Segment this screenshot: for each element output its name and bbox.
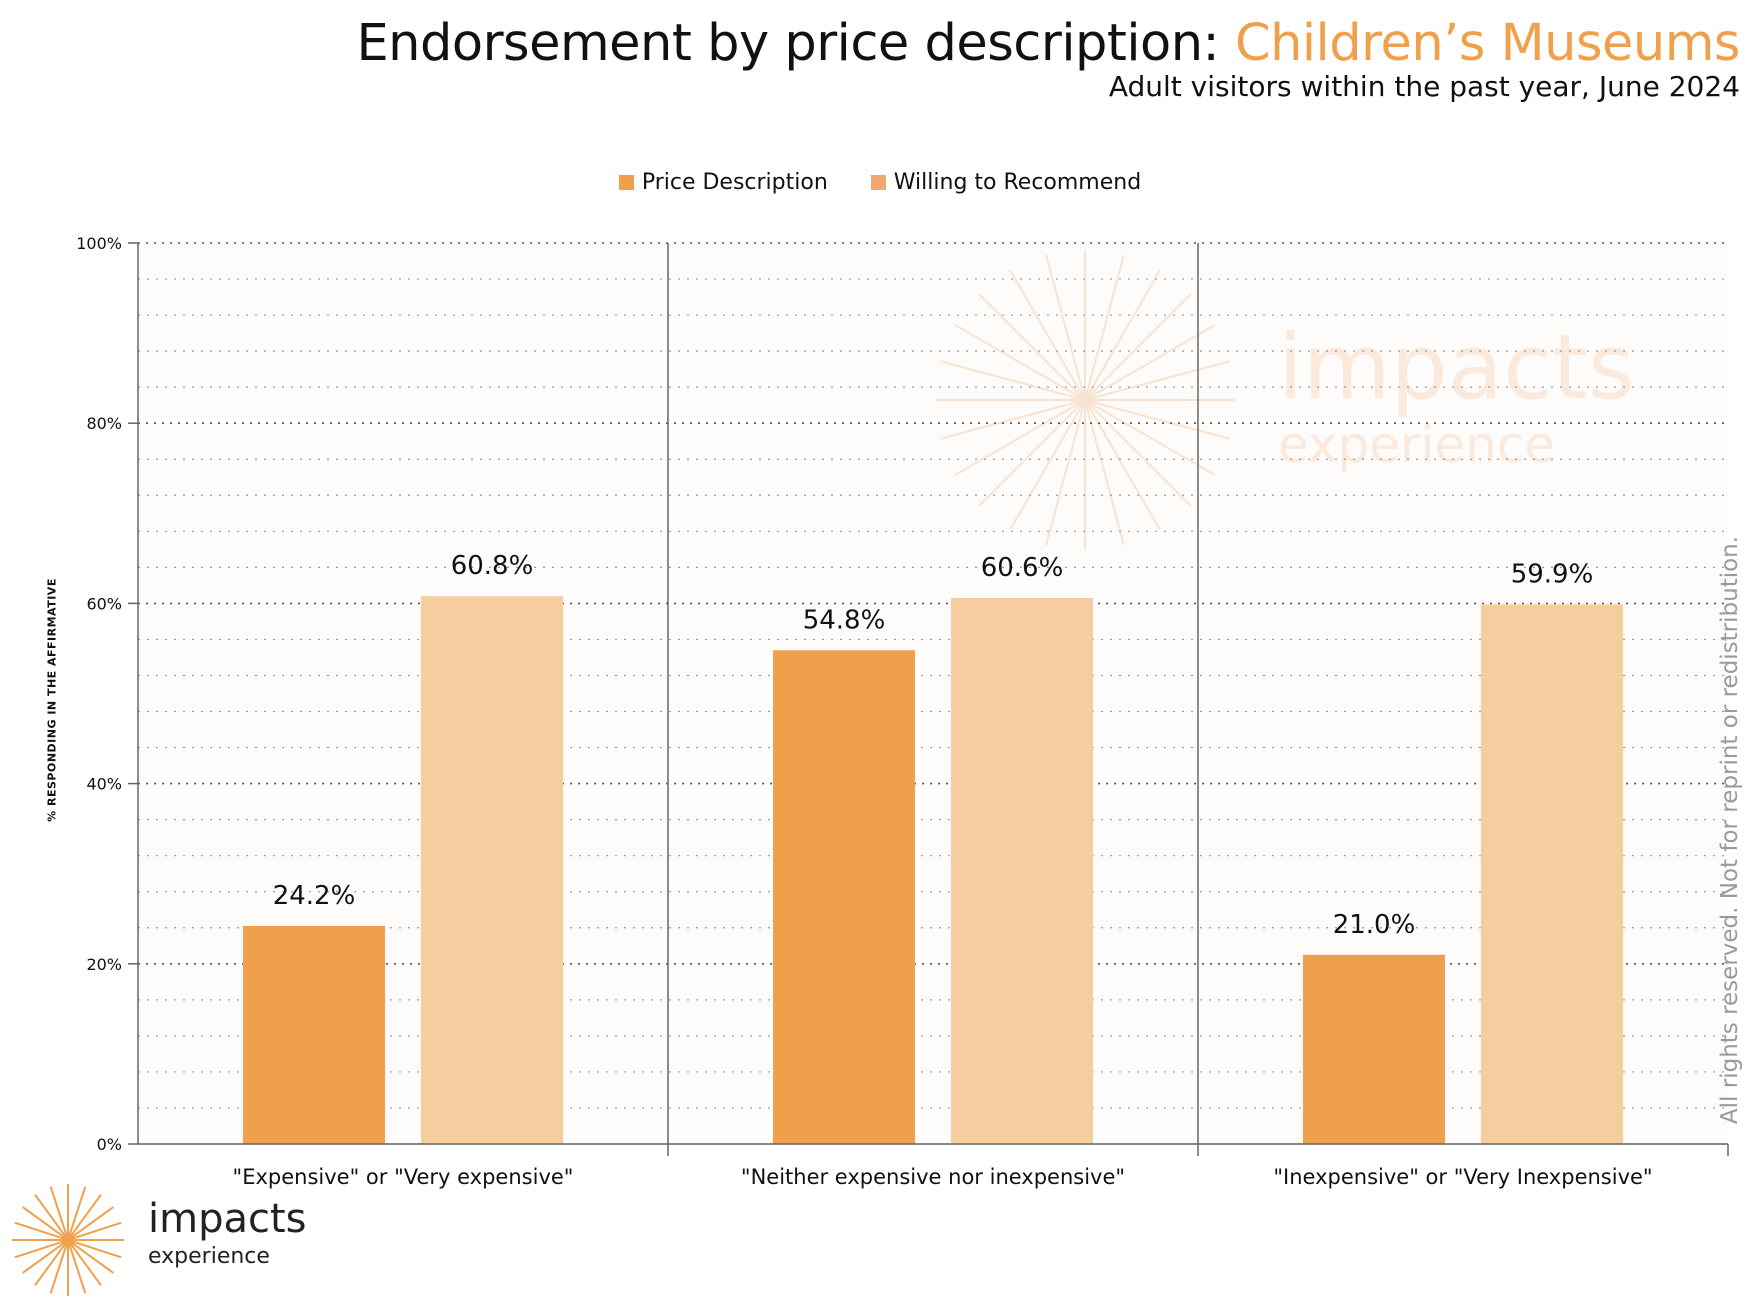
data-label: 60.8% bbox=[451, 551, 534, 581]
y-tick-label: 20% bbox=[86, 955, 122, 974]
axes: 0% 20% 40% 60% 80% 100% "Expensive" or "Very e… bbox=[76, 234, 1729, 1189]
x-tick-label: "Expensive" or "Very expensive" bbox=[233, 1165, 574, 1189]
rights-notice: All rights reserved. Not for reprint or … bbox=[1717, 535, 1743, 1125]
bar-price-description bbox=[243, 925, 385, 1144]
data-label: 59.9% bbox=[1511, 559, 1594, 589]
x-tick-label: "Inexpensive" or "Very Inexpensive" bbox=[1273, 1165, 1652, 1189]
y-tick-label: 40% bbox=[86, 775, 122, 794]
x-tick-label: "Neither expensive nor inexpensive" bbox=[741, 1165, 1125, 1189]
chart-title: Endorsement by price description: Childr… bbox=[356, 14, 1740, 73]
legend-swatch-recommend bbox=[870, 175, 886, 190]
bars: 24.2% 60.8% 54.8% 60.6% 21.0% 59.9% bbox=[243, 551, 1623, 1144]
logo-ray bbox=[14, 1221, 122, 1259]
y-tick-label: 80% bbox=[86, 414, 122, 433]
chart-subtitle: Adult visitors within the past year, Jun… bbox=[1108, 70, 1740, 103]
logo-starburst-icon bbox=[12, 1184, 124, 1296]
title-prefix: Endorsement by price description: bbox=[356, 14, 1235, 73]
bar-price-description bbox=[773, 650, 915, 1144]
y-axis-title: % RESPONDING IN THE AFFIRMATIVE bbox=[45, 578, 59, 822]
legend-label-price: Price Description bbox=[641, 170, 828, 195]
data-label: 21.0% bbox=[1333, 910, 1416, 940]
legend-swatch-price bbox=[618, 175, 634, 190]
data-label: 60.6% bbox=[981, 553, 1064, 583]
bar-willing-to-recommend bbox=[421, 596, 563, 1144]
watermark-subtext: experience bbox=[1278, 416, 1555, 474]
legend-item-price: Price Description bbox=[618, 170, 828, 195]
legend-item-recommend: Willing to Recommend bbox=[870, 170, 1142, 195]
title-accent: Children’s Museums bbox=[1234, 14, 1741, 73]
logo-subtext: experience bbox=[148, 1244, 270, 1269]
bar-willing-to-recommend bbox=[1481, 604, 1623, 1144]
watermark-text: impacts bbox=[1278, 315, 1635, 420]
data-label: 54.8% bbox=[803, 605, 886, 635]
y-tick-label: 60% bbox=[86, 594, 122, 613]
y-tick-label: 0% bbox=[97, 1135, 122, 1154]
y-tick-label: 100% bbox=[76, 234, 122, 253]
data-label: 24.2% bbox=[273, 881, 356, 911]
watermark-ray bbox=[939, 360, 1231, 440]
legend-label-recommend: Willing to Recommend bbox=[893, 170, 1142, 195]
legend: Price Description Willing to Recommend bbox=[0, 170, 1760, 196]
bar-willing-to-recommend bbox=[951, 597, 1093, 1144]
bar-price-description bbox=[1303, 954, 1445, 1144]
plot-background bbox=[138, 243, 1728, 1144]
logo-text: impacts bbox=[148, 1196, 307, 1242]
